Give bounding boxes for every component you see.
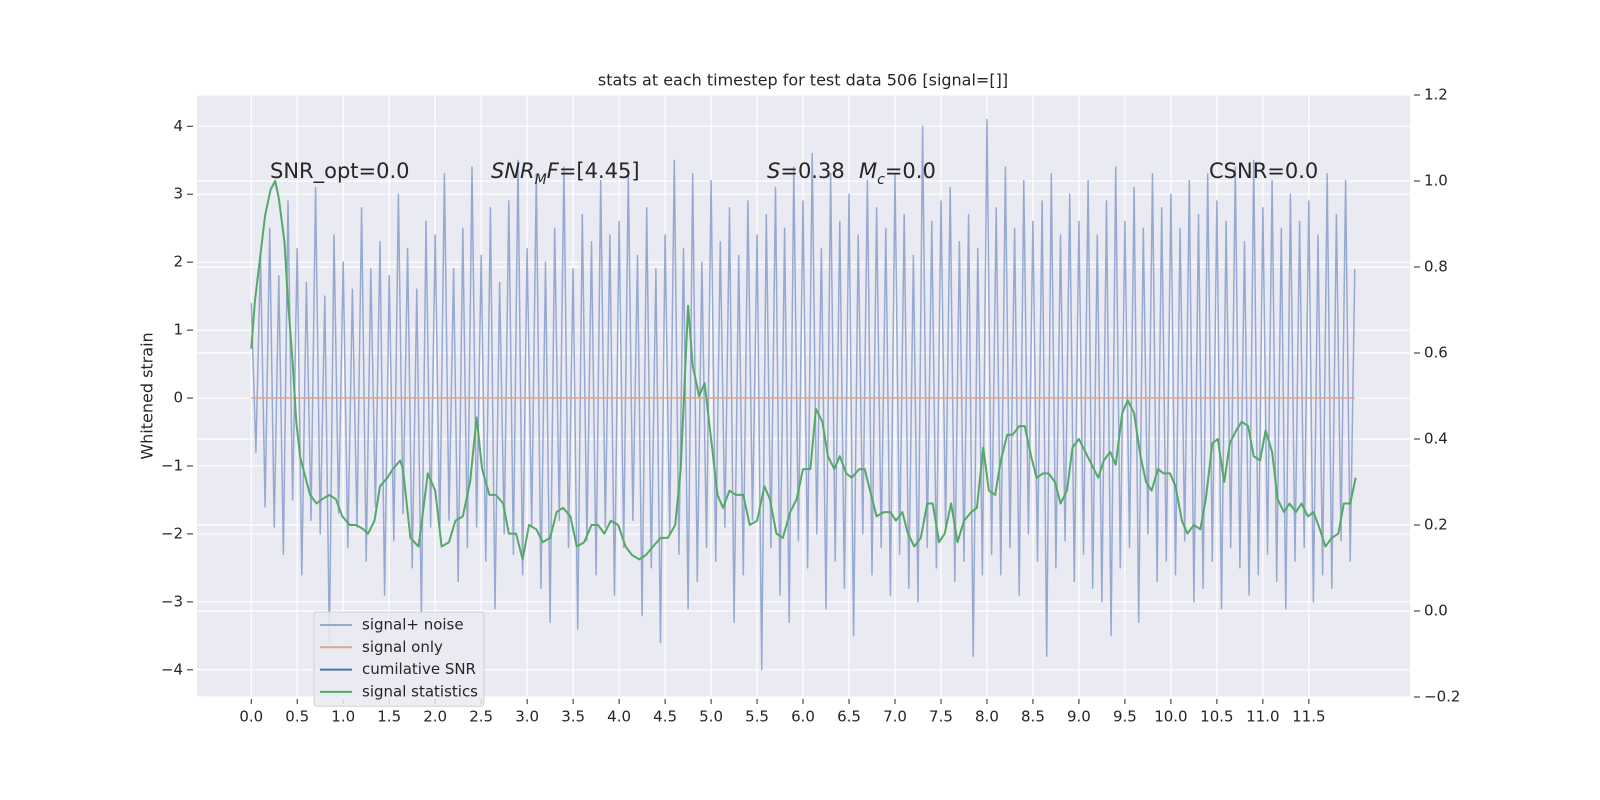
annotation-part: M [535, 172, 547, 188]
x-tick-label: 6.5 [837, 708, 861, 726]
annotation-part: =0.0 [885, 159, 936, 183]
annotation-part: S [767, 159, 780, 183]
x-tick-label: 7.5 [929, 708, 953, 726]
y2-tick-label: −0.2 [1424, 688, 1460, 706]
y-tick-label: −3 [161, 592, 183, 610]
annotation: SNRMF=[4.45] [491, 159, 640, 188]
x-tick-label: 6.0 [791, 708, 815, 726]
legend-label: signal+ noise [362, 616, 464, 634]
legend-label: signal statistics [362, 682, 478, 700]
x-tick-label: 9.0 [1067, 708, 1091, 726]
x-tick-label: 11.0 [1246, 708, 1279, 726]
legend-label: cumilative SNR [362, 660, 476, 678]
y2-tick-label: 1.0 [1424, 172, 1448, 190]
annotation-part: M [859, 159, 877, 183]
y-axis-label: Whitened strain [138, 332, 157, 459]
labels: 0.0 0.5 1.0 1.5 2.0 2.5 3.0 3.5 4.0 4.5 5.0 5.5 6.0 6… [161, 86, 1461, 726]
series-line [250, 180, 1357, 561]
x-tick-label: 4.0 [607, 708, 631, 726]
y-tick-label: 2 [173, 253, 183, 271]
y-tick-label: 3 [173, 185, 183, 203]
y2-tick-label: 1.2 [1424, 86, 1448, 104]
x-tick-label: 10.0 [1154, 708, 1187, 726]
x-tick-label: 8.5 [1021, 708, 1045, 726]
legend-box [313, 611, 485, 707]
x-tick-label: 0.5 [285, 708, 309, 726]
x-tick-label: 0.0 [239, 708, 263, 726]
x-tick-label: 5.5 [745, 708, 769, 726]
y-tick-label: −4 [161, 660, 183, 678]
annotation: CSNR=0.0 [1209, 159, 1318, 183]
chart-title: stats at each timestep for test data 506… [598, 71, 1008, 90]
x-tick-label: 4.5 [653, 708, 677, 726]
grid [187, 94, 1420, 704]
x-tick-label: 2.5 [469, 708, 493, 726]
x-tick-label: 2.0 [423, 708, 447, 726]
legend-label: signal only [362, 638, 443, 656]
x-tick-label: 9.5 [1113, 708, 1137, 726]
y-tick-label: 4 [173, 117, 183, 135]
annotation-part: CSNR=0.0 [1209, 159, 1318, 183]
annotation-part: =[4.45] [559, 159, 640, 183]
annotation: SNR_opt=0.0 [270, 159, 410, 184]
marks [250, 118, 1357, 671]
x-tick-label: 3.0 [515, 708, 539, 726]
y2-tick-label: 0.2 [1424, 516, 1448, 534]
annotation-part: F [547, 159, 560, 183]
y2-tick-label: 0.0 [1424, 602, 1448, 620]
x-tick-label: 10.5 [1200, 708, 1233, 726]
y-tick-label: 1 [173, 321, 183, 339]
annotation-part: SNR_opt=0.0 [270, 159, 410, 184]
annotation-part: c [877, 172, 885, 188]
x-tick-label: 3.5 [561, 708, 585, 726]
annotation: Mc=0.0 [859, 159, 936, 188]
y2-tick-label: 0.8 [1424, 258, 1448, 276]
x-tick-label: 11.5 [1292, 708, 1325, 726]
x-tick-label: 1.5 [377, 708, 401, 726]
y2-tick-label: 0.4 [1424, 430, 1448, 448]
x-tick-label: 5.0 [699, 708, 723, 726]
annotation: S=0.38 [767, 159, 845, 183]
y-tick-label: −1 [161, 456, 183, 474]
series-line [250, 118, 1356, 671]
x-tick-label: 7.0 [883, 708, 907, 726]
annotations: SNR_opt=0.0 SNRMF=[4.45] S=0.38 Mc=0.0 CSNR=… [270, 159, 1318, 188]
y-tick-label: 0 [173, 389, 183, 407]
annotation-part: SNR [491, 159, 535, 183]
y2-tick-label: 0.6 [1424, 344, 1448, 362]
x-tick-label: 8.0 [975, 708, 999, 726]
y-tick-label: −2 [161, 524, 183, 542]
annotation-part: =0.38 [780, 159, 844, 183]
x-tick-label: 1.0 [331, 708, 355, 726]
legend: signal+ noise signal only cumilative SNR si… [313, 611, 485, 707]
